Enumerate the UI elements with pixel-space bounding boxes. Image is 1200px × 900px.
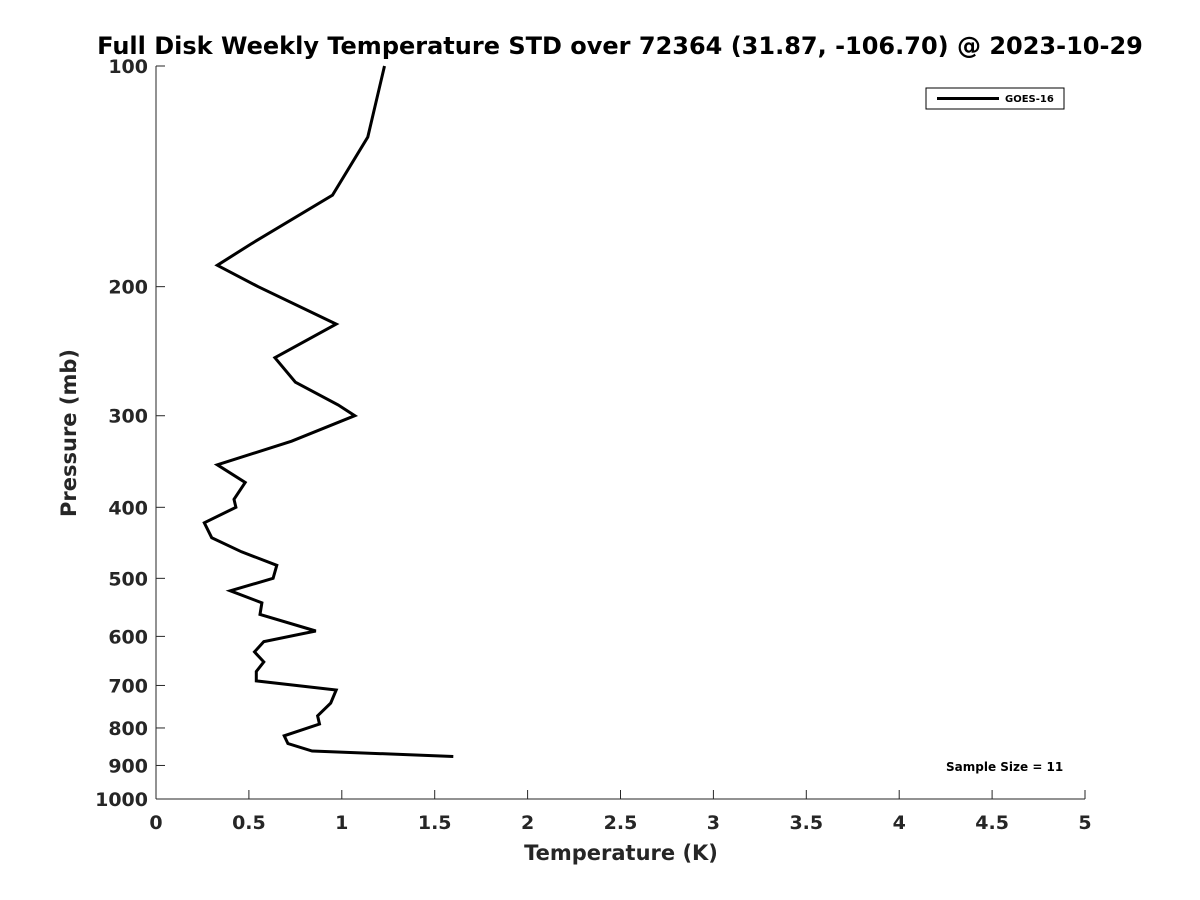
x-tick-label: 3: [707, 812, 720, 834]
axes: [155, 66, 1085, 800]
sample-size-annotation: Sample Size = 11: [946, 760, 1063, 774]
series-line-goes-16: [202, 65, 454, 758]
y-tick-label: 800: [108, 718, 148, 740]
x-axis-ticks: 0 0.5 1 1.5 2 2.5 3 3.5 4 4.5 5: [149, 790, 1092, 834]
x-tick-label: 4.5: [975, 812, 1009, 834]
x-tick-label: 3.5: [789, 812, 823, 834]
y-tick-label: 300: [108, 406, 148, 428]
chart-title: Full Disk Weekly Temperature STD over 72…: [97, 32, 1143, 60]
y-tick-label: 500: [108, 568, 148, 590]
y-axis-ticks: 100 200 300 400 500 600 700 800 900 1000: [95, 56, 165, 811]
y-tick-label: 1000: [95, 789, 148, 811]
x-tick-label: 2: [521, 812, 534, 834]
y-tick-label: 700: [108, 675, 148, 697]
y-tick-label: 200: [108, 277, 148, 299]
y-tick-label: 400: [108, 497, 148, 519]
x-tick-label: 1: [335, 812, 348, 834]
x-tick-label: 1.5: [418, 812, 452, 834]
y-tick-label: 900: [108, 755, 148, 777]
y-tick-label: 100: [108, 56, 148, 78]
x-tick-label: 0: [149, 812, 162, 834]
x-tick-label: 0.5: [232, 812, 266, 834]
legend: GOES-16: [925, 87, 1065, 110]
x-tick-label: 2.5: [604, 812, 638, 834]
x-tick-label: 5: [1078, 812, 1091, 834]
x-tick-label: 4: [893, 812, 906, 834]
legend-label-goes-16: GOES-16: [1005, 94, 1054, 105]
x-axis-label: Temperature (K): [524, 841, 718, 865]
y-axis-label: Pressure (mb): [57, 349, 81, 517]
y-tick-label: 600: [108, 626, 148, 648]
